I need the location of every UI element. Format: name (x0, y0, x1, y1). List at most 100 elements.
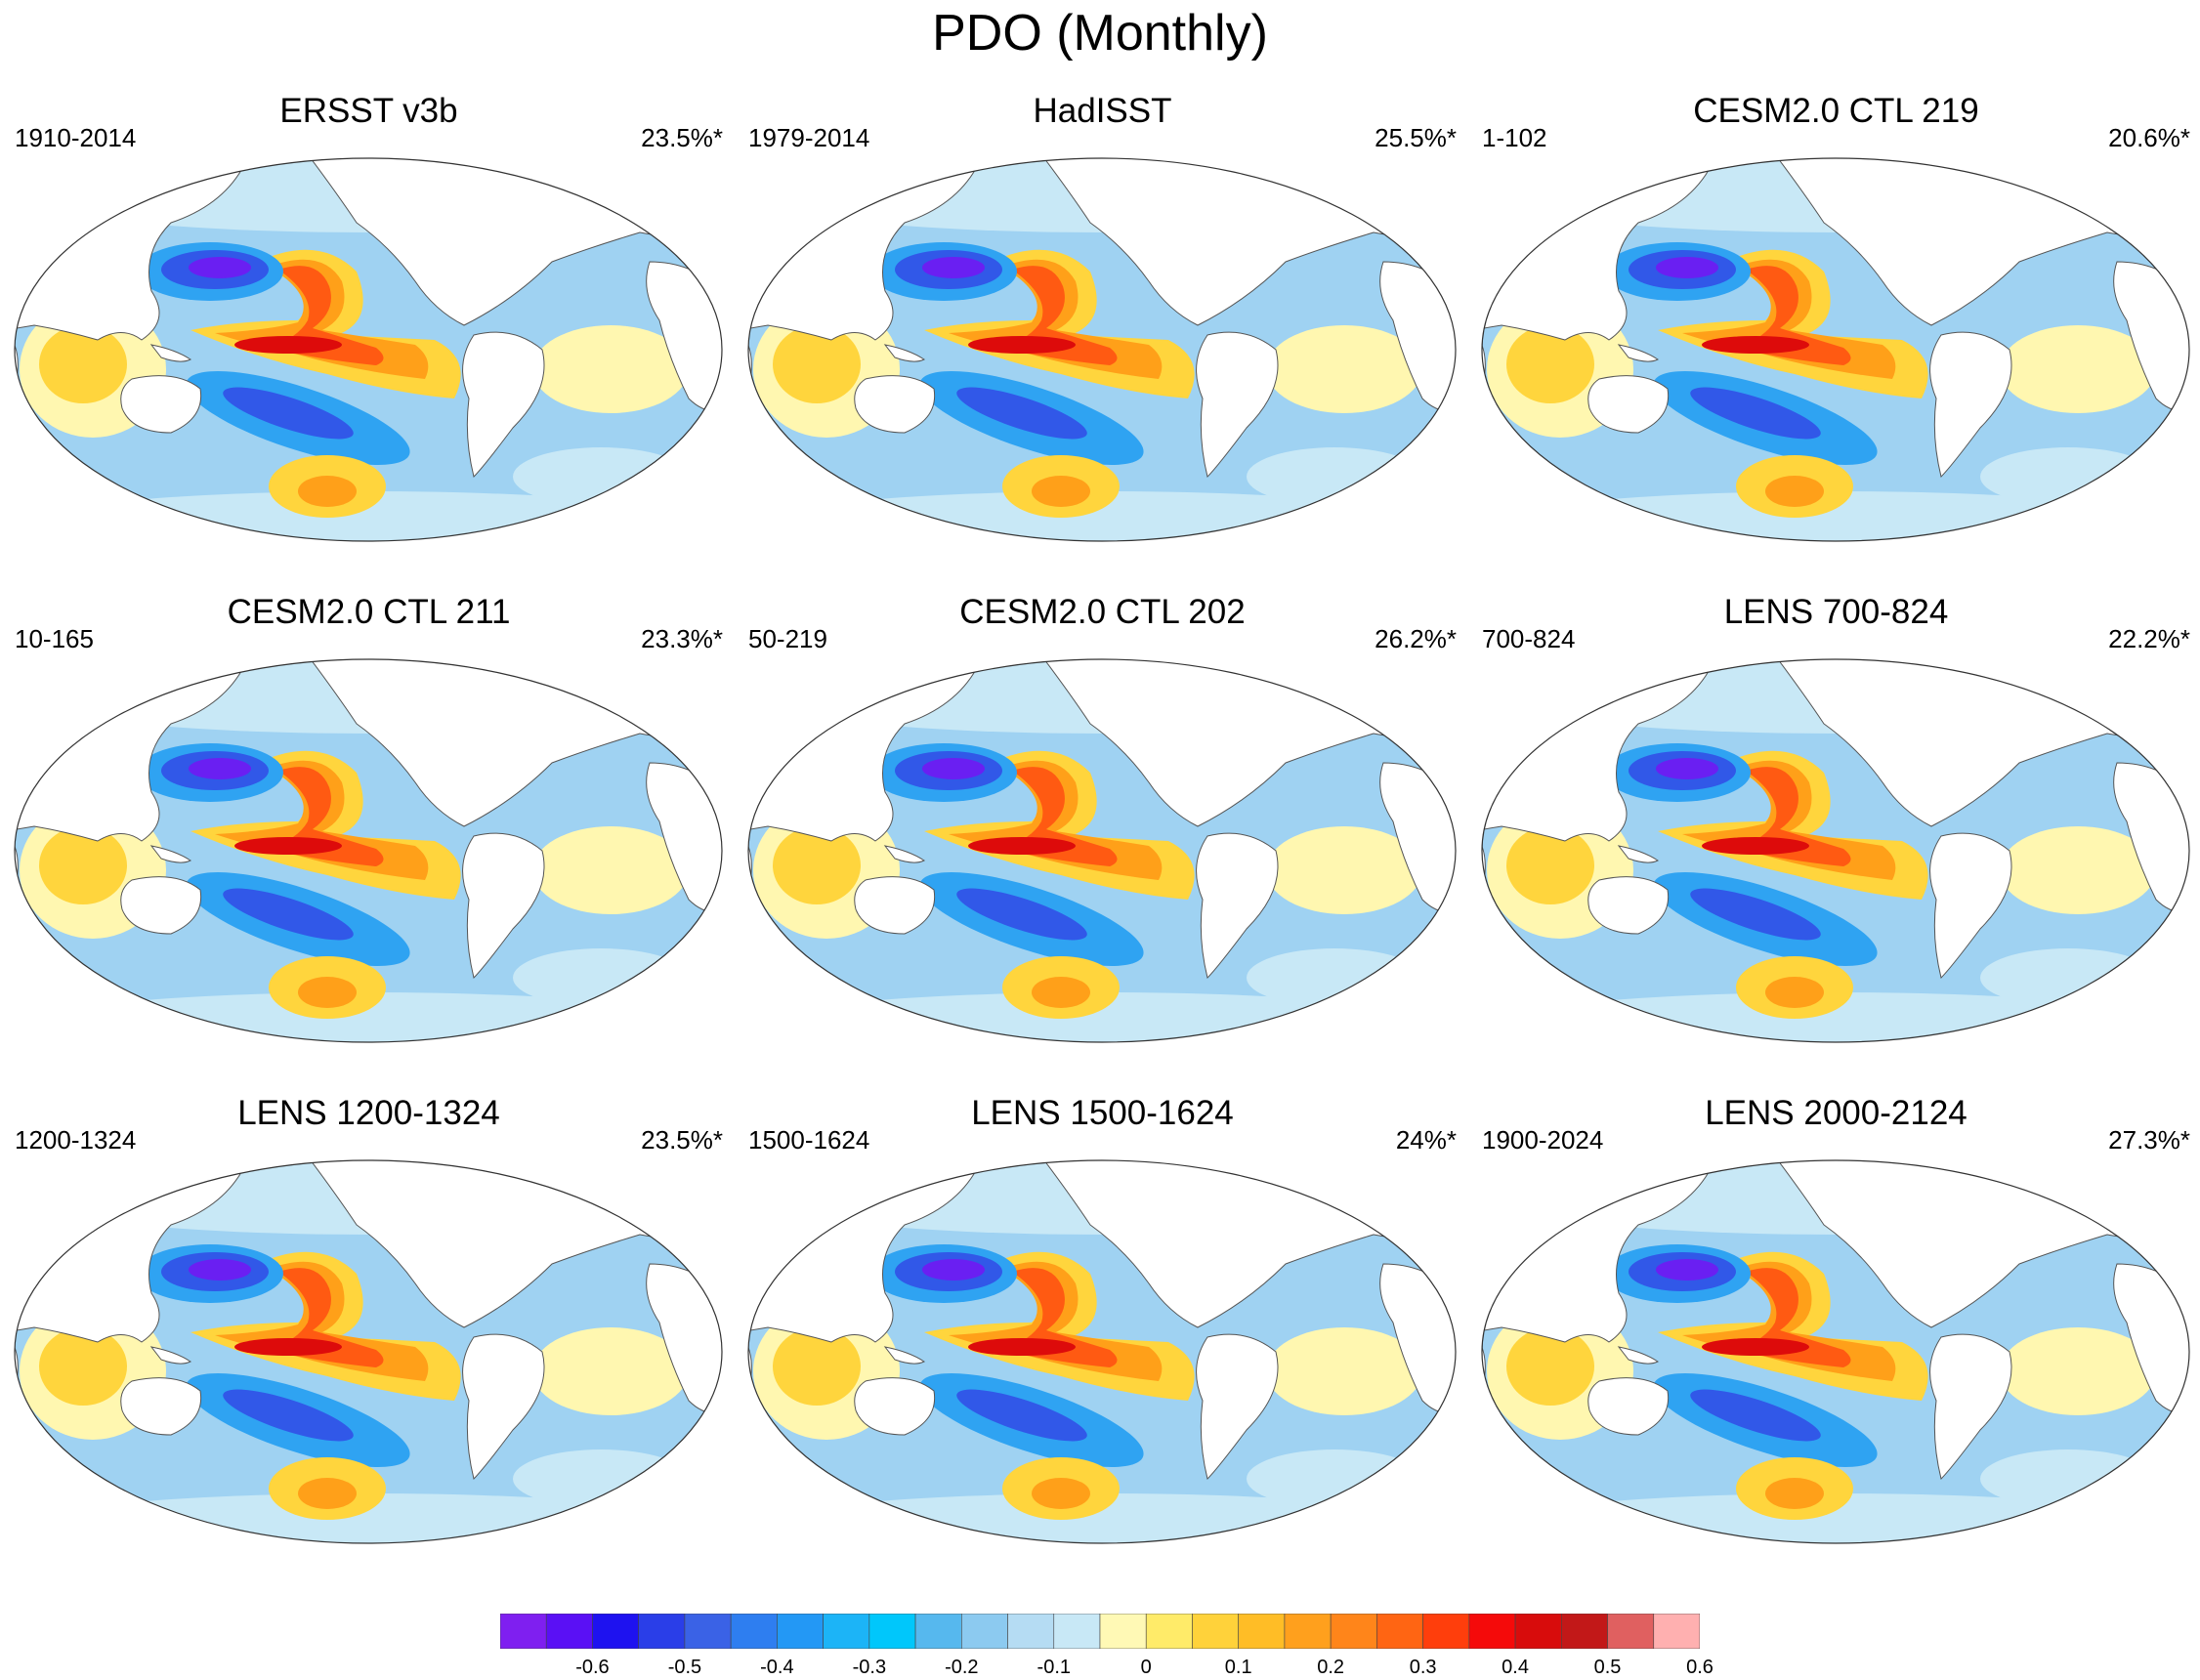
kuroshio-core (189, 1259, 251, 1281)
map-outline (1481, 157, 2190, 542)
panel-period: 50-219 (748, 624, 827, 653)
pdo-map (747, 157, 1457, 542)
panel-period: 1-102 (1482, 123, 1547, 152)
australia-land (854, 375, 936, 434)
southern-band (1484, 1493, 2187, 1543)
pdo-map (1481, 157, 2190, 542)
colorbar-tick-label: 0 (1140, 1657, 1152, 1678)
figure-title: PDO (Monthly) (932, 5, 1268, 62)
colorbar-swatch (914, 1614, 962, 1649)
atlantic-warm (2000, 826, 2156, 914)
panel-period: 700-824 (1482, 624, 1576, 653)
colorbar-swatch (1053, 1614, 1101, 1649)
south-pacific-core (223, 1389, 354, 1442)
equatorial-max (968, 837, 1076, 855)
map-outline (14, 1159, 723, 1544)
map-panel: LENS 700-824 700-824 22.2%* (1472, 591, 2200, 1048)
panel-period: 1500-1624 (748, 1125, 870, 1155)
maritime-continent-land (149, 1346, 191, 1365)
maritime-continent-land (883, 1346, 925, 1365)
south-pacific-warm-core (1765, 977, 1824, 1008)
south-pacific-warm-core (298, 476, 357, 507)
south-pacific-warm-core (298, 1478, 357, 1509)
south-pacific-core (956, 1389, 1087, 1442)
south-pacific-warm-core (1765, 1478, 1824, 1509)
maritime-continent-land (883, 344, 925, 362)
colorbar-swatch (823, 1614, 870, 1649)
colorbar-swatch (1514, 1614, 1562, 1649)
south-pacific-core (223, 387, 354, 440)
colorbar-swatch (684, 1614, 732, 1649)
south-pacific-core (1690, 888, 1821, 941)
southern-band (750, 992, 1454, 1042)
kuroshio-core (1656, 1259, 1718, 1281)
equatorial-max (1702, 336, 1809, 354)
pdo-map (1481, 1159, 2190, 1544)
maritime-continent-land (883, 845, 925, 863)
colorbar-swatch (868, 1614, 916, 1649)
map-outline (747, 157, 1457, 542)
south-pacific-core (1690, 387, 1821, 440)
south-america-land (1929, 1333, 2012, 1480)
atlantic-warm (532, 1327, 689, 1415)
south-america-land (462, 1333, 545, 1480)
map-panel: LENS 2000-2124 1900-2024 27.3%* (1472, 1092, 2200, 1549)
maritime-continent-land (1617, 1346, 1659, 1365)
kuroshio-core (922, 1259, 985, 1281)
indian-ocean-core (1506, 826, 1594, 904)
south-pacific-warm-core (298, 977, 357, 1008)
panel-variance: 23.3%* (641, 624, 723, 653)
southern-band (17, 491, 720, 541)
south-pacific-core (956, 387, 1087, 440)
indian-ocean-core (1506, 325, 1594, 403)
colorbar-tick-label: -0.3 (852, 1657, 887, 1678)
south-america-land (1929, 832, 2012, 979)
australia-land (120, 375, 202, 434)
colorbar-swatch (961, 1614, 1008, 1649)
colorbar-swatch (592, 1614, 639, 1649)
panel-variance: 20.6%* (2108, 123, 2190, 152)
colorbar-tick-label: 0.5 (1593, 1657, 1622, 1678)
map-outline (1481, 658, 2190, 1043)
south-america-land (1196, 331, 1279, 478)
map-outline (14, 658, 723, 1043)
colorbar-swatch (777, 1614, 824, 1649)
south-america-land (1929, 331, 2012, 478)
panel-variance: 22.2%* (2108, 624, 2190, 653)
colorbar-tick-label: 0.4 (1502, 1657, 1529, 1678)
map-outline (1481, 1159, 2190, 1544)
map-panel: LENS 1500-1624 1500-1624 24%* (739, 1092, 1466, 1549)
colorbar-swatch (1238, 1614, 1286, 1649)
map-outline (747, 658, 1457, 1043)
indian-ocean-core (773, 325, 861, 403)
colorbar-swatch (1422, 1614, 1470, 1649)
panel-variance: 25.5%* (1375, 123, 1457, 152)
south-pacific-core (956, 888, 1087, 941)
south-america-land (1196, 832, 1279, 979)
pdo-map (14, 658, 723, 1043)
indian-ocean-core (39, 325, 127, 403)
south-america-land (1196, 1333, 1279, 1480)
panel-variance: 23.5%* (641, 123, 723, 152)
maritime-continent-land (1617, 845, 1659, 863)
panel-title: LENS 2000-2124 (1705, 1094, 1967, 1132)
panel-title: LENS 1200-1324 (237, 1094, 500, 1132)
colorbar-swatch (1653, 1614, 1700, 1649)
colorbar-swatch (1376, 1614, 1423, 1649)
map-panel: CESM2.0 CTL 219 1-102 20.6%* (1472, 90, 2200, 547)
panel-title: ERSST v3b (279, 92, 458, 130)
colorbar-tick-label: -0.1 (1037, 1657, 1071, 1678)
equatorial-max (968, 336, 1076, 354)
australia-land (1587, 375, 1670, 434)
equatorial-max (234, 837, 342, 855)
atlantic-warm (532, 826, 689, 914)
panel-period: 10-165 (15, 624, 94, 653)
map-panel: CESM2.0 CTL 211 10-165 23.3%* (5, 591, 733, 1048)
kuroshio-core (189, 758, 251, 779)
australia-land (120, 876, 202, 935)
south-pacific-core (223, 888, 354, 941)
pdo-map (1481, 658, 2190, 1043)
panel-period: 1200-1324 (15, 1125, 137, 1155)
south-pacific-core (1690, 1389, 1821, 1442)
panel-title: CESM2.0 CTL 211 (227, 593, 511, 631)
